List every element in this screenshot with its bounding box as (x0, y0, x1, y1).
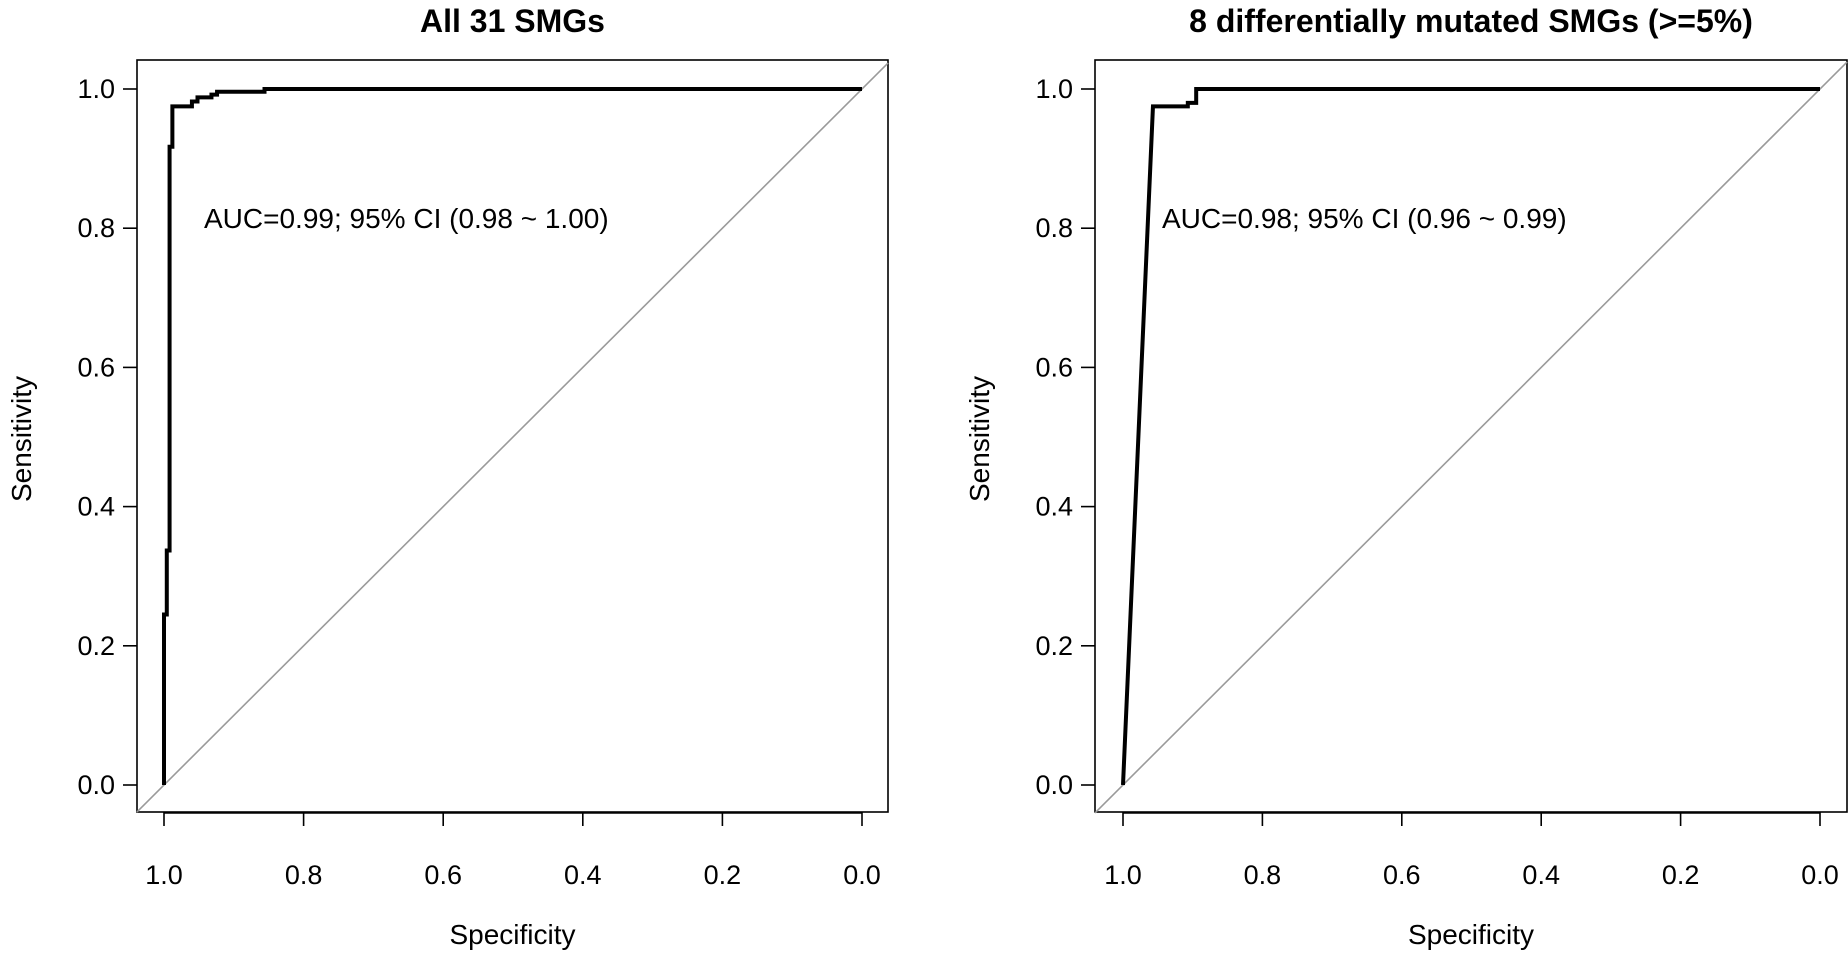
panel1-x-tick-label: 0.4 (564, 860, 602, 890)
panel2-x-tick-label: 0.8 (1244, 860, 1282, 890)
panel2-x-axis-title: Specificity (1408, 919, 1534, 950)
panel1-x-tick-label: 1.0 (145, 860, 183, 890)
panel1-auc-annotation: AUC=0.99; 95% CI (0.98 ~ 1.00) (204, 203, 609, 234)
panel1-y-tick-label: 1.0 (77, 74, 115, 104)
panel2-y-tick-label: 1.0 (1035, 74, 1073, 104)
panel2-auc-annotation: AUC=0.98; 95% CI (0.96 ~ 0.99) (1162, 203, 1567, 234)
panel1-plot-frame (136, 59, 889, 813)
panel1-roc-curve (162, 87, 862, 785)
panel2-y-tick-label: 0.8 (1035, 213, 1073, 243)
panel2-y-tick-label: 0.0 (1035, 770, 1073, 800)
panel2-y-axis-title: Sensitivity (964, 376, 995, 502)
panel1-y-tick-label: 0.4 (77, 492, 115, 522)
panel1-x-tick-label: 0.2 (704, 860, 742, 890)
panel2-roc-curve (1121, 87, 1820, 786)
panel1-reference-line (136, 62, 889, 813)
panel2-reference-line (1094, 61, 1848, 814)
panel1: All 31 SMGs 1.0 0.8 0.6 0.4 0.2 0.0 Specificity… (6, 3, 889, 950)
panel1-y-axis-title: Sensitivity (6, 376, 37, 502)
panel1-title: All 31 SMGs (420, 3, 605, 39)
panel2-x-tick-label: 0.0 (1801, 860, 1839, 890)
panel1-x-tick-label: 0.0 (843, 860, 881, 890)
panel2-plot-frame (1094, 59, 1848, 813)
panel2-y-tick-label: 0.4 (1035, 492, 1073, 522)
panel1-x-axis-title: Specificity (449, 919, 575, 950)
panel1-y-tick-label: 0.2 (77, 631, 115, 661)
panel2: 8 differentially mutated SMGs (>=5%) 1.0 0… (964, 3, 1848, 950)
panel1-x-tick-label: 0.6 (424, 860, 462, 890)
panel2-x-tick-label: 0.2 (1662, 860, 1700, 890)
panel2-title: 8 differentially mutated SMGs (>=5%) (1189, 3, 1753, 39)
panel2-x-tick-label: 0.4 (1522, 860, 1560, 890)
panel2-x-tick-label: 0.6 (1383, 860, 1421, 890)
panel1-y-tick-label: 0.8 (77, 213, 115, 243)
panel1-y-tick-label: 0.6 (77, 352, 115, 382)
panel2-y-tick-label: 0.2 (1035, 631, 1073, 661)
panel2-x-tick-label: 1.0 (1104, 860, 1142, 890)
panel1-y-tick-label: 0.0 (77, 770, 115, 800)
panel2-y-tick-label: 0.6 (1035, 352, 1073, 382)
panel1-x-tick-label: 0.8 (285, 860, 323, 890)
